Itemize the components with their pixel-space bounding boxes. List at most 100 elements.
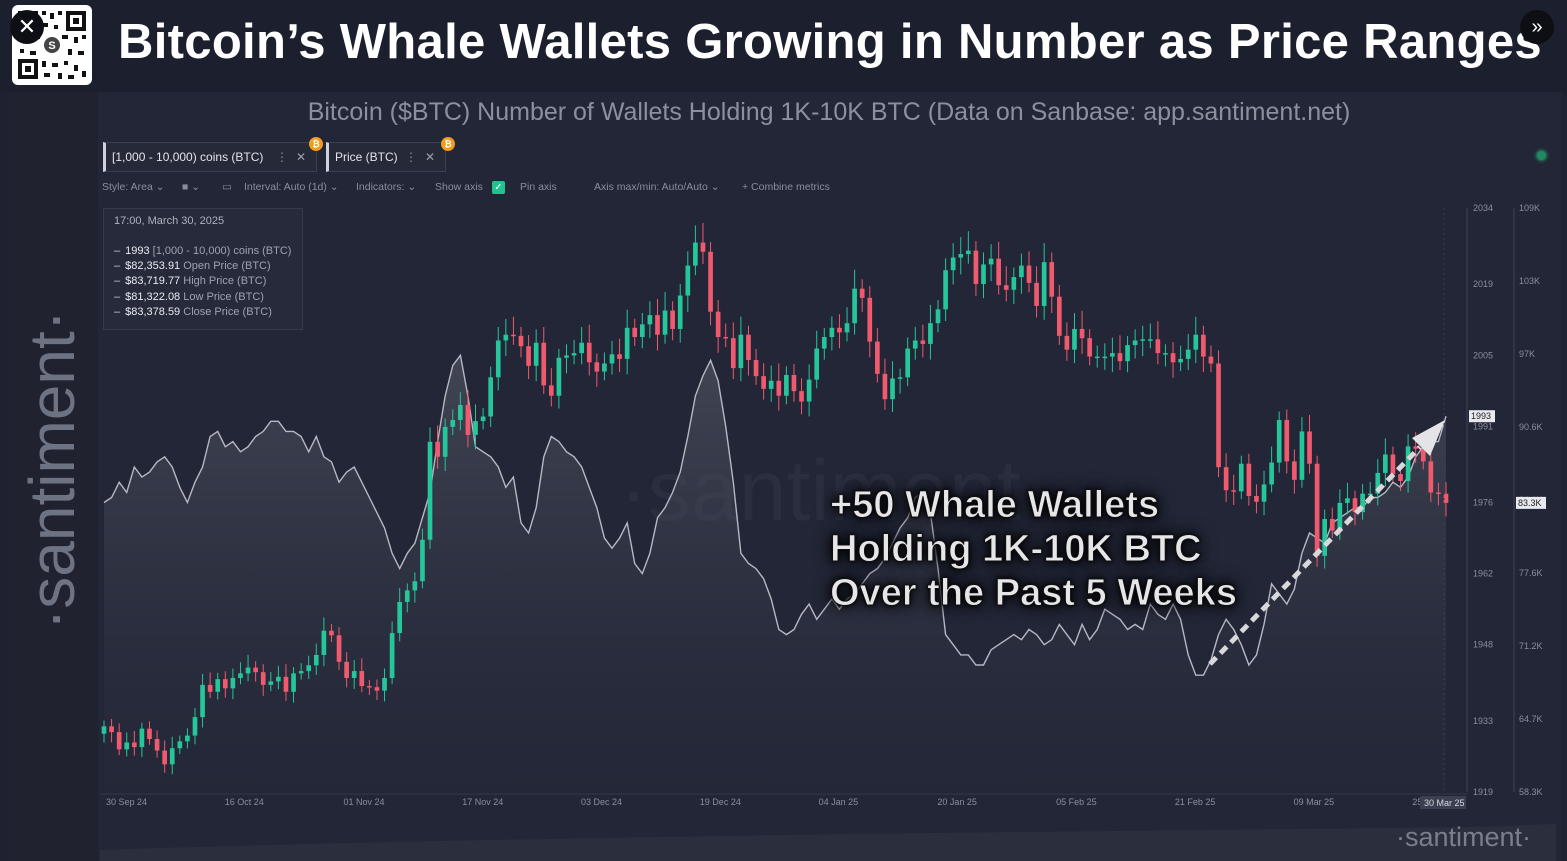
price-candle: [245, 654, 251, 682]
remove-metric-icon[interactable]: ✕: [424, 150, 435, 164]
metric-tab-label: [1,000 - 10,000) coins (BTC): [112, 150, 264, 164]
candle-body: [799, 391, 804, 402]
price-candle: [1140, 325, 1146, 357]
candle-body: [298, 671, 304, 674]
candle-body: [791, 375, 797, 392]
candle-body: [1238, 463, 1244, 492]
metric-tab-whale-wallets[interactable]: [1,000 - 10,000) coins (BTC) ⋮ ✕: [103, 142, 317, 172]
candle-body: [1140, 339, 1146, 341]
price-candle: [511, 316, 516, 345]
candle-body: [1049, 262, 1055, 297]
candle-body: [329, 630, 334, 636]
candle-body: [124, 742, 130, 750]
price-candle: [215, 672, 221, 700]
candle-body: [389, 633, 395, 678]
price-candle: [685, 251, 691, 312]
calendar-icon: ▭: [222, 181, 232, 193]
axis-maxmin-select[interactable]: Axis max/min: Auto/Auto ⌄: [594, 181, 720, 193]
price-candle: [776, 363, 782, 411]
tooltip-row: – $82,353.91 Open Price (BTC): [114, 260, 271, 272]
candle-body: [829, 327, 835, 338]
price-candle: [382, 668, 387, 702]
pin-axis-toggle[interactable]: Pin axis: [520, 181, 557, 193]
price-candle: [920, 324, 926, 358]
price-candle: [966, 231, 971, 264]
price-candle: [488, 366, 494, 427]
price-candle: [185, 728, 190, 749]
price-candle: [162, 740, 167, 773]
candle-body: [958, 254, 964, 258]
indicators-select[interactable]: Indicators: ⌄: [356, 181, 417, 193]
style-select[interactable]: Style: Area ⌄: [102, 181, 165, 193]
chart-tooltip: 17:00, March 30, 2025 –1993 [1,000 - 10,…: [103, 208, 303, 330]
price-candle: [784, 366, 789, 405]
combine-metrics-button[interactable]: + Combine metrics: [742, 181, 830, 193]
candle-body: [738, 334, 744, 369]
price-candle: [276, 665, 281, 690]
price-candle: [1087, 329, 1092, 366]
axis-maxmin-label: Axis max/min: Auto/Auto: [594, 181, 708, 193]
candle-body: [351, 671, 357, 678]
price-candle: [579, 327, 584, 365]
price-candle: [154, 730, 160, 758]
price-candle: [950, 243, 956, 285]
price-candle: [230, 668, 236, 700]
candle-body: [313, 654, 319, 666]
candle-body: [1360, 493, 1365, 513]
candle-body: [746, 334, 751, 361]
candle-body: [928, 323, 933, 344]
more-options-icon[interactable]: ⋮: [275, 150, 288, 164]
price-candle: [988, 244, 994, 282]
price-candle: [1314, 455, 1320, 567]
candle-body: [1299, 431, 1305, 480]
price-candle: [655, 299, 660, 351]
metric-tab-price[interactable]: Price (BTC) ⋮ ✕: [326, 142, 446, 172]
price-candle: [397, 588, 403, 642]
price-candle: [359, 658, 365, 693]
candle-body: [1420, 448, 1426, 462]
candle-body: [1367, 493, 1373, 496]
candle-body: [1056, 296, 1062, 336]
x-tick-label: 01 Nov 24: [344, 797, 385, 807]
close-button[interactable]: ✕: [10, 10, 44, 44]
more-options-icon[interactable]: ⋮: [404, 150, 417, 164]
price-candle: [207, 672, 213, 698]
price-candle: [1102, 343, 1108, 370]
price-candle: [253, 661, 258, 682]
candle-body: [1436, 492, 1441, 495]
candle-body: [245, 667, 251, 674]
price-candle: [291, 667, 296, 703]
show-axis-checkbox[interactable]: ✓: [492, 181, 505, 194]
candle-body: [283, 676, 289, 692]
annotation-text: +50 Whale Wallets Holding 1K-10K BTC Ove…: [830, 483, 1238, 615]
tooltip-value: $81,322.08: [125, 291, 181, 303]
candle-body: [495, 340, 501, 378]
price-candle: [852, 269, 857, 335]
candle-body: [1163, 353, 1168, 355]
left-value-marker-label: 1993: [1471, 411, 1491, 421]
price-candle: [905, 337, 911, 387]
price-candle: [351, 659, 357, 689]
price-candle: [1049, 252, 1055, 314]
price-candle: [715, 300, 721, 353]
price-candle: [882, 358, 888, 410]
remove-metric-icon[interactable]: ✕: [295, 150, 306, 164]
candle-body: [776, 380, 782, 396]
x-tick-label: 19 Dec 24: [700, 797, 741, 807]
color-select[interactable]: ■ ⌄: [182, 181, 201, 193]
next-button[interactable]: »: [1520, 10, 1554, 44]
price-candle: [746, 325, 751, 376]
price-candle: [420, 528, 425, 589]
interval-select[interactable]: Interval: Auto (1d) ⌄: [244, 181, 339, 193]
candle-body: [571, 353, 577, 356]
candle-body: [852, 288, 857, 324]
price-candle: [912, 326, 918, 360]
price-candle: [260, 664, 266, 696]
candle-body: [260, 672, 266, 685]
candle-body: [397, 601, 403, 634]
price-candle: [1360, 483, 1365, 520]
annotation-line: Over the Past 5 Weeks: [830, 572, 1238, 615]
candle-body: [943, 270, 948, 310]
y-right-tick-label: 71.2K: [1519, 641, 1543, 651]
price-candle: [169, 736, 175, 775]
